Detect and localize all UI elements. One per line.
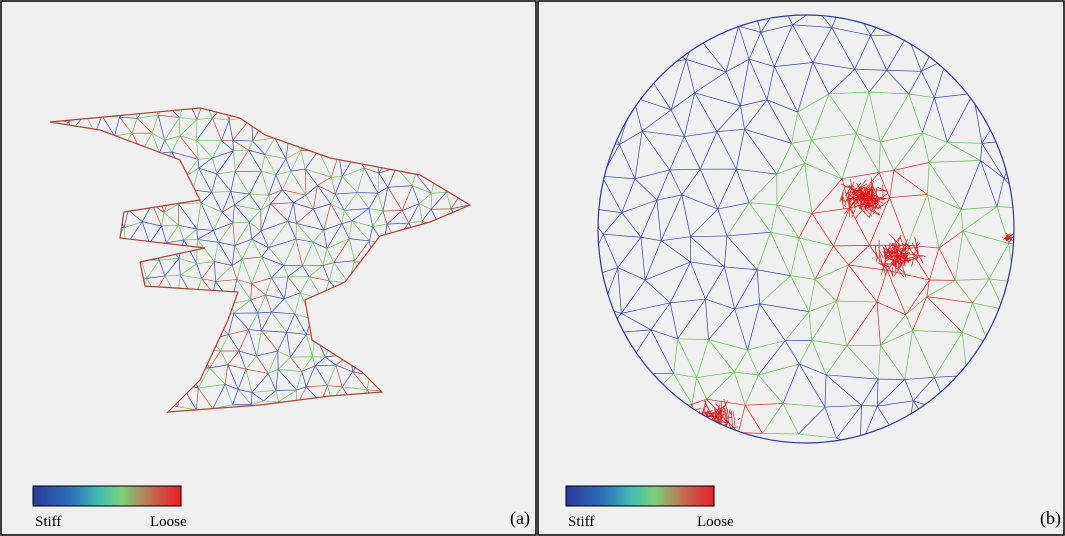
colorbar [566, 486, 714, 506]
panel-label: (a) [510, 508, 530, 529]
panel-label: (b) [1040, 508, 1061, 529]
colorbar [33, 486, 181, 506]
legend-high: Loose [150, 514, 187, 530]
figure: Stiff Loose (a) Stiff Loose (b) [0, 0, 1065, 536]
legend-high: Loose [697, 514, 734, 530]
panel-a [1, 1, 536, 535]
legend-low: Stiff [568, 514, 594, 530]
legend-low: Stiff [35, 514, 61, 530]
